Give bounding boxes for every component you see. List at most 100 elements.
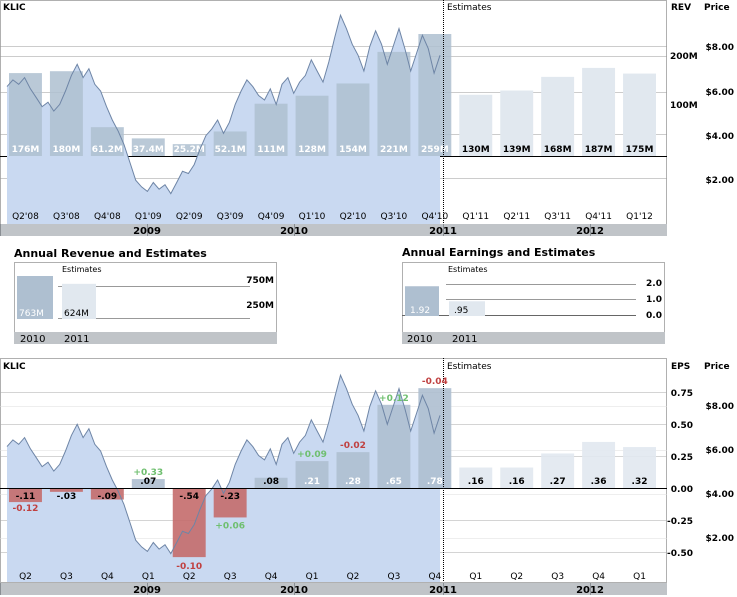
- quarter-label: Q1'12: [626, 212, 653, 222]
- annual-revenue-frame: [14, 262, 277, 333]
- eps-bar: [254, 477, 288, 488]
- eps-chart: -.11 -0.12 -.03 -.09 .07+0.33 -.54 -0.10 -.23 +0…: [0, 358, 734, 583]
- eps-value-label: .27: [550, 477, 566, 487]
- revenue-bar: [623, 73, 656, 156]
- price-axis-title: Price: [704, 3, 730, 13]
- revenue-bar: [418, 34, 452, 156]
- revenue-bar-label: 259M: [421, 145, 449, 155]
- eps-surprise-label: -0.12: [12, 504, 38, 514]
- revenue-quarter-labels: Q2'08 Q3'08 Q4'08 Q1'09 Q2'09 Q3'09 Q4'09 Q1'10…: [12, 212, 653, 222]
- annual-revenue-bar-label: 624M: [64, 309, 89, 319]
- eps-value-label: .28: [345, 477, 361, 487]
- annual-earnings-bar-label: 1.92: [410, 306, 430, 316]
- price-axis-tick: $6.00: [706, 446, 734, 456]
- quarter-label: Q2'09: [176, 212, 203, 222]
- quarter-label: Q2: [347, 572, 360, 582]
- quarter-label: Q3: [224, 572, 237, 582]
- eps-estimates-label: Estimates: [447, 362, 492, 372]
- quarter-label: Q4'08: [94, 212, 121, 222]
- eps-value-label: .07: [140, 477, 156, 487]
- eps-price-line: [6, 373, 441, 555]
- quarter-label: Q1'09: [135, 212, 162, 222]
- year-label: 2012: [576, 226, 604, 237]
- eps-bar: [90, 488, 124, 500]
- revenue-bar-label: 52.1M: [215, 145, 246, 155]
- year-label: 2012: [576, 585, 604, 596]
- revenue-bar-label: 154M: [339, 145, 367, 155]
- annual-earnings-title: Annual Earnings and Estimates: [402, 246, 596, 259]
- quarter-label: Q4: [428, 572, 441, 582]
- eps-axis-tick: -0.25: [667, 517, 693, 527]
- eps-axis-tick: 0.00: [671, 485, 693, 495]
- revenue-bar: [172, 144, 206, 156]
- quarter-label: Q3'08: [53, 212, 80, 222]
- estimates-label: Estimates: [62, 265, 102, 274]
- revenue-chart: 176M 180M 61.2M 37.4M 25.2M 52.1M 111M 128M 154M…: [0, 0, 734, 225]
- revenue-bar: [295, 95, 329, 156]
- eps-surprise-label: -0.10: [176, 562, 202, 572]
- eps-value-label: -.11: [16, 492, 36, 502]
- eps-axis: 0.75 0.50 0.25 0.00 -0.25 -0.50 $8.00 $6.00 $4.0…: [667, 389, 734, 559]
- annual-revenue-bar-label: 763M: [19, 309, 44, 319]
- estimates-label: Estimates: [448, 265, 488, 274]
- year-label: 2011: [64, 334, 89, 345]
- quarter-label: Q4: [592, 572, 605, 582]
- eps-bar: [172, 488, 206, 558]
- eps-surprise-label: +0.33: [133, 468, 163, 478]
- price-axis-tick: $2.00: [706, 534, 734, 544]
- quarter-label: Q3: [60, 572, 73, 582]
- eps-value-label: .16: [509, 477, 525, 487]
- eps-bar: [377, 404, 411, 488]
- year-label: 2009: [133, 226, 161, 237]
- year-label: 2010: [280, 585, 308, 596]
- eps-value-label: -.54: [179, 492, 199, 502]
- revenue-bar-label: 25.2M: [174, 145, 205, 155]
- eps-bar: [582, 441, 616, 488]
- quarter-label: Q4'11: [585, 212, 612, 222]
- quarter-label: Q3'11: [544, 212, 571, 222]
- rev-axis-tick: 200M: [670, 52, 698, 62]
- eps-year-bar: 2009 2010 2011 2012: [0, 583, 667, 596]
- eps-bar: [500, 467, 534, 488]
- eps-price-area: [7, 375, 440, 582]
- year-label: 2011: [429, 226, 457, 237]
- revenue-bar: [459, 94, 493, 156]
- revenue-bar-label: 61.2M: [92, 145, 123, 155]
- revenue-bar: [377, 51, 411, 156]
- quarter-label: Q4: [265, 572, 278, 582]
- revenue-price-line: [6, 13, 441, 195]
- axis-tick: 750M: [246, 276, 274, 286]
- revenue-bar-label: 180M: [53, 145, 81, 155]
- revenue-bar-label: 130M: [462, 145, 490, 155]
- quarter-label: Q2: [183, 572, 196, 582]
- revenue-year-bar: 2009 2010 2011 2012: [0, 224, 667, 237]
- revenue-bar: [131, 138, 165, 156]
- eps-surprise-label: +0.09: [297, 450, 327, 460]
- rev-axis-title: REV: [671, 3, 691, 13]
- price-axis-tick: $6.00: [706, 88, 734, 98]
- quarter-label: Q3'09: [217, 212, 244, 222]
- eps-bar: [623, 447, 656, 488]
- eps-value-labels: -.11 -0.12 -.03 -.09 .07+0.33 -.54 -0.10 -.23 +0…: [12, 377, 647, 572]
- rev-axis-tick: 100M: [670, 101, 698, 111]
- eps-surprise-label: -0.04: [422, 377, 448, 387]
- year-label: 2010: [280, 226, 308, 237]
- eps-axis-tick: 0.75: [671, 389, 693, 399]
- revenue-axis: 200M 100M $8.00 $6.00 $4.00 $2.00: [670, 43, 734, 186]
- axis-tick: 250M: [246, 301, 274, 311]
- quarter-label: Q1: [306, 572, 319, 582]
- revenue-bar-label: 175M: [626, 145, 654, 155]
- axis-tick: 2.0: [646, 279, 662, 289]
- quarter-label: Q4'10: [421, 212, 448, 222]
- price-axis-tick: $4.00: [706, 132, 734, 142]
- quarter-label: Q3'10: [381, 212, 408, 222]
- quarter-label: Q2: [19, 572, 32, 582]
- quarter-label: Q3: [551, 572, 564, 582]
- eps-bar: [131, 479, 165, 488]
- eps-bar: [213, 488, 247, 518]
- eps-axis-title: EPS: [671, 362, 690, 372]
- quarter-label: Q1: [469, 572, 482, 582]
- year-label: 2010: [20, 334, 45, 345]
- price-axis-tick: $2.00: [706, 176, 734, 186]
